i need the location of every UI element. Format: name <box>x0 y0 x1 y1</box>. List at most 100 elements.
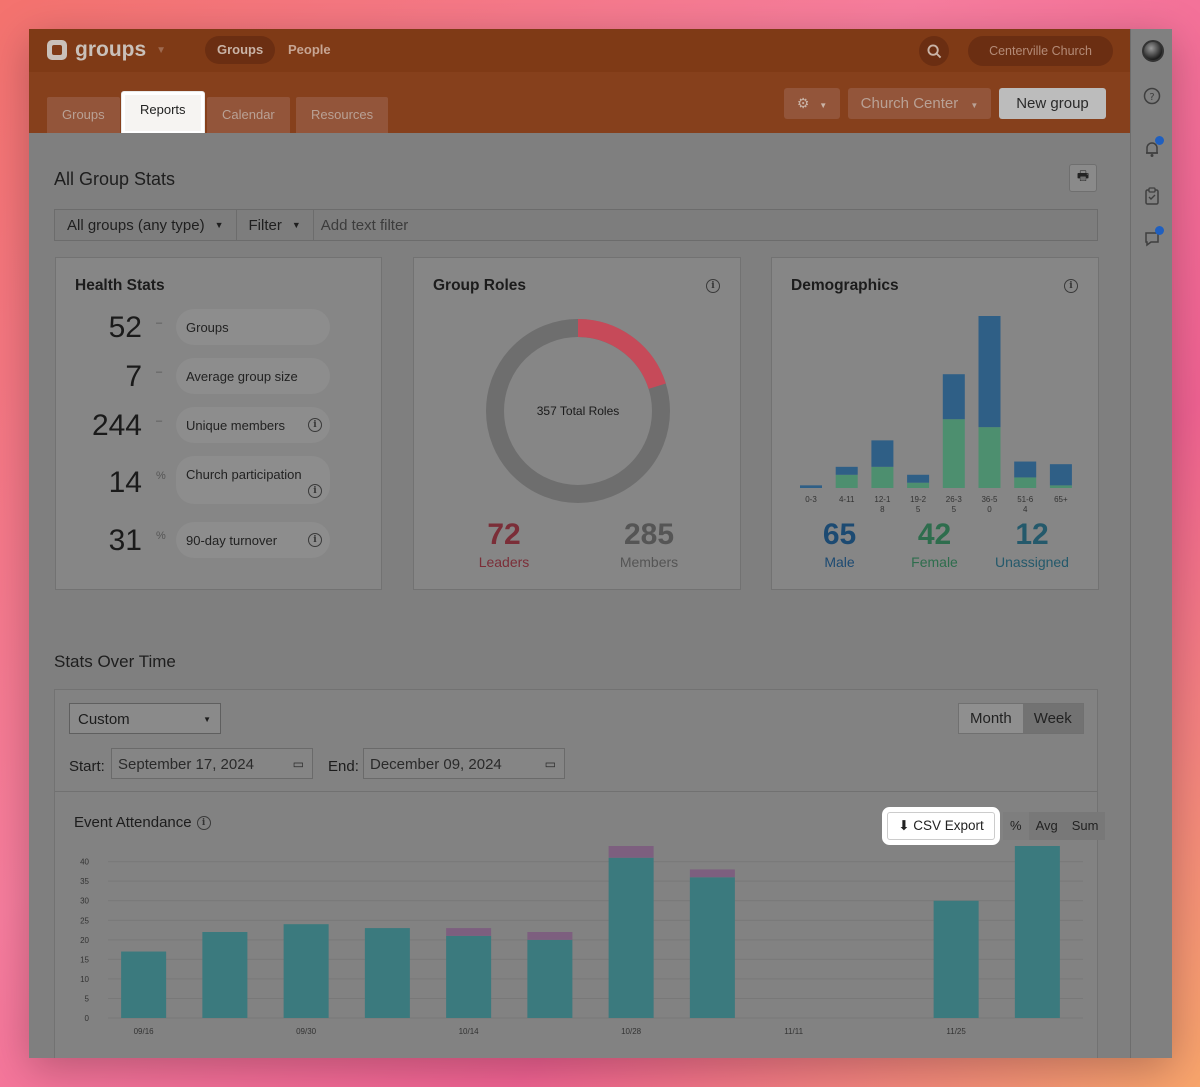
stat-average-group-size: 7 – Average group size <box>56 358 376 394</box>
female-count: 42 <box>917 518 952 551</box>
notification-dot <box>1155 136 1164 145</box>
print-button[interactable]: 🖶 <box>1069 164 1097 192</box>
stat-value: 7 <box>125 360 142 393</box>
help-icon[interactable]: ? <box>1142 86 1162 106</box>
info-icon[interactable]: i <box>308 533 322 547</box>
stat-unit: % <box>156 530 166 542</box>
csv-export-button[interactable]: ⬇ CSV Export <box>887 812 995 840</box>
unassigned-count: 12 <box>1015 518 1049 551</box>
start-date-input[interactable]: September 17, 2024 ▭ <box>111 748 313 779</box>
stat-value: 31 <box>108 524 142 557</box>
stat-unique-members: 244 – Unique members i <box>56 407 376 443</box>
bell-icon[interactable] <box>1142 136 1164 159</box>
leaders-count: 72 <box>487 518 521 551</box>
attendance-bar-extra <box>446 928 492 936</box>
age-group-label: 36-5 <box>981 495 998 504</box>
donut-leaders-segment <box>486 319 670 503</box>
stat-label-text: Unique members <box>186 418 285 433</box>
search-button[interactable] <box>919 36 949 66</box>
group-type-dropdown[interactable]: All groups (any type) ▼ <box>55 210 237 240</box>
info-icon[interactable]: i <box>308 418 322 432</box>
chevron-down-icon: ▼ <box>291 220 301 230</box>
mode-sum-button[interactable]: Sum <box>1064 812 1106 840</box>
org-switcher[interactable]: Centerville Church <box>968 36 1113 66</box>
csv-export-label: CSV Export <box>913 818 984 833</box>
tab-groups[interactable]: Groups <box>47 97 120 133</box>
x-tick-label: 11/11 <box>784 1027 803 1036</box>
event-attendance-chart: 0 5 10 15 20 25 30 35 40 09/16 09/30 10/14 10/28 11/1… <box>80 846 1083 1036</box>
gear-icon: ⚙ <box>796 95 810 111</box>
x-tick-label: 10/28 <box>621 1027 642 1036</box>
granularity-week-button[interactable]: Week <box>1022 704 1083 733</box>
tab-resources[interactable]: Resources <box>296 97 389 133</box>
granularity-month-button[interactable]: Month <box>959 704 1023 733</box>
age-group-label: 4-11 <box>839 495 855 504</box>
info-icon[interactable]: i <box>1064 279 1078 293</box>
age-group-label: 0-3 <box>805 495 817 504</box>
calendar-icon[interactable]: ▭ <box>544 757 556 771</box>
stat-groups: 52 – Groups <box>56 309 376 345</box>
end-date-input[interactable]: December 09, 2024 ▭ <box>363 748 565 779</box>
tab-reports[interactable]: Reports <box>122 92 204 134</box>
chevron-down-icon: ▼ <box>819 101 828 110</box>
male-count: 65 <box>822 518 857 551</box>
filter-label: Filter <box>248 216 282 234</box>
clipboard-icon[interactable] <box>1142 186 1162 206</box>
nav-groups[interactable]: Groups <box>205 36 276 64</box>
y-tick-label: 20 <box>80 936 89 945</box>
tab-bar: Groups Reports Calendar Resources ⚙ ▼ Ch… <box>29 72 1130 134</box>
notification-dot <box>1155 226 1164 235</box>
right-rail: ? <box>1130 29 1172 1058</box>
age-group-label: 26-3 <box>946 495 963 504</box>
demographic-bar-female <box>978 427 1001 488</box>
attendance-mode-toggle: % Avg Sum <box>1003 812 1106 840</box>
y-tick-label: 5 <box>85 994 90 1003</box>
end-date-value: December 09, 2024 <box>370 756 502 773</box>
age-group-label: 65+ <box>1054 495 1068 504</box>
app-window: groups ▼ Groups People Centerville Churc… <box>29 29 1172 1058</box>
demographic-bar-male <box>1049 464 1072 486</box>
search-icon <box>926 43 941 58</box>
y-tick-label: 40 <box>80 858 89 867</box>
male-label: Male <box>824 554 855 570</box>
app-logo[interactable]: groups ▼ <box>47 38 166 62</box>
chat-icon[interactable] <box>1142 226 1164 249</box>
range-select[interactable]: Custom ▼ <box>69 703 221 734</box>
stats-over-time-title: Stats Over Time <box>54 652 176 671</box>
attendance-bar <box>689 877 735 1018</box>
page-title: All Group Stats <box>54 169 176 189</box>
chevron-down-icon: ▼ <box>214 220 224 230</box>
x-tick-label: 09/16 <box>134 1027 155 1036</box>
info-icon[interactable]: i <box>706 279 720 293</box>
info-icon[interactable]: i <box>308 484 322 498</box>
group-type-label: All groups (any type) <box>67 216 205 234</box>
attendance-bar-extra <box>608 846 654 858</box>
age-group-label: 5 <box>916 505 921 514</box>
demographic-bar-male <box>871 440 894 467</box>
calendar-icon[interactable]: ▭ <box>292 757 304 771</box>
event-attendance-label: Event Attendance <box>74 814 192 831</box>
attendance-bar <box>1014 846 1060 1018</box>
avatar[interactable] <box>1142 40 1164 62</box>
mode-percent-button[interactable]: % <box>1003 812 1029 840</box>
filter-dropdown[interactable]: Filter ▼ <box>237 210 314 240</box>
info-icon[interactable]: i <box>196 815 211 830</box>
stat-label: Unique members i <box>176 407 330 443</box>
new-group-button[interactable]: New group <box>999 88 1106 119</box>
demographic-bar-male <box>800 485 822 488</box>
church-center-label: Church Center <box>860 95 959 112</box>
start-date-value: September 17, 2024 <box>118 756 254 773</box>
stat-unit: % <box>156 470 166 482</box>
event-attendance-title: Event Attendance i <box>74 814 211 831</box>
text-filter-input[interactable]: Add text filter <box>320 216 409 234</box>
stat-unit: – <box>156 317 163 329</box>
church-center-button[interactable]: Church Center ▼ <box>848 88 991 119</box>
settings-button[interactable]: ⚙ ▼ <box>784 88 840 119</box>
filter-bar: All groups (any type) ▼ Filter ▼ Add tex… <box>54 209 1098 241</box>
nav-people[interactable]: People <box>288 42 331 57</box>
tab-calendar[interactable]: Calendar <box>207 97 290 133</box>
mode-avg-button[interactable]: Avg <box>1028 812 1065 840</box>
demographic-bar-female <box>1014 477 1037 488</box>
demographic-bar-male <box>942 374 965 420</box>
